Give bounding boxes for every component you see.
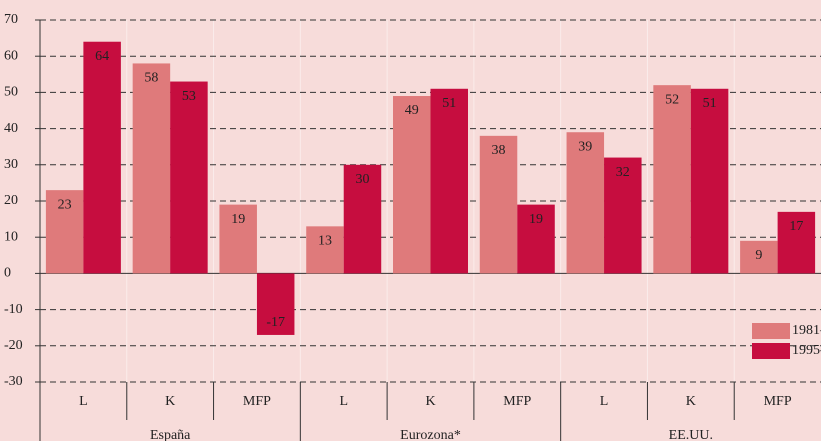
- data-label: -17: [266, 315, 285, 330]
- bar: [777, 211, 816, 274]
- data-label: 17: [789, 219, 803, 234]
- x-tick-label: K: [165, 394, 175, 409]
- group-label: España: [150, 428, 191, 441]
- bar: [219, 204, 257, 274]
- bar: [343, 164, 382, 274]
- bar: [132, 63, 171, 274]
- y-tick-label: 40: [4, 121, 18, 136]
- legend-swatch: [752, 323, 790, 339]
- data-label: 32: [616, 165, 630, 180]
- bar: [653, 85, 691, 274]
- bar: [740, 240, 778, 274]
- bar: [170, 81, 208, 274]
- bar: [430, 88, 468, 274]
- bar: [517, 204, 555, 274]
- data-label: 53: [182, 89, 196, 104]
- x-tick-label: L: [79, 394, 88, 409]
- data-label: 19: [529, 212, 543, 227]
- data-label: 19: [231, 212, 245, 227]
- y-tick-label: -30: [4, 374, 23, 389]
- data-label: 51: [442, 96, 456, 111]
- y-tick-label: 20: [4, 193, 18, 208]
- bar: [393, 96, 431, 274]
- data-label: 39: [578, 139, 592, 154]
- data-label: 9: [755, 248, 762, 263]
- x-tick-label: L: [339, 394, 348, 409]
- bar: [604, 157, 642, 274]
- data-label: 49: [405, 103, 419, 118]
- x-tick-label: K: [425, 394, 435, 409]
- bar: [479, 135, 518, 274]
- y-tick-label: 30: [4, 157, 18, 172]
- legend-label: 1995–2007: [792, 343, 821, 358]
- data-label: 58: [144, 71, 158, 86]
- y-tick-label: -20: [4, 338, 23, 353]
- y-tick-label: 0: [4, 266, 11, 281]
- bar: [45, 190, 84, 274]
- y-tick-label: 70: [4, 12, 18, 27]
- group-label: Eurozona*: [400, 428, 461, 441]
- data-label: 38: [492, 143, 506, 158]
- bar: [306, 226, 344, 274]
- data-label: 13: [318, 234, 332, 249]
- y-tick-label: -10: [4, 302, 23, 317]
- y-tick-label: 10: [4, 229, 18, 244]
- bar: [256, 273, 295, 335]
- legend-label: 1981–1994: [792, 323, 821, 338]
- x-tick-label: MFP: [764, 394, 792, 409]
- y-tick-label: 60: [4, 48, 18, 63]
- x-tick-label: MFP: [503, 394, 531, 409]
- bar: [566, 132, 605, 274]
- data-label: 30: [355, 172, 369, 187]
- bar: [83, 41, 121, 274]
- x-tick-label: MFP: [243, 394, 271, 409]
- bar: [690, 88, 729, 274]
- data-label: 23: [58, 197, 72, 212]
- group-label: EE.UU.: [669, 428, 713, 441]
- data-label: 51: [703, 96, 717, 111]
- data-label: 52: [665, 92, 679, 107]
- x-tick-label: K: [686, 394, 696, 409]
- y-tick-label: 50: [4, 85, 18, 100]
- legend-swatch: [752, 343, 790, 359]
- data-label: 64: [95, 49, 109, 64]
- x-tick-label: L: [600, 394, 609, 409]
